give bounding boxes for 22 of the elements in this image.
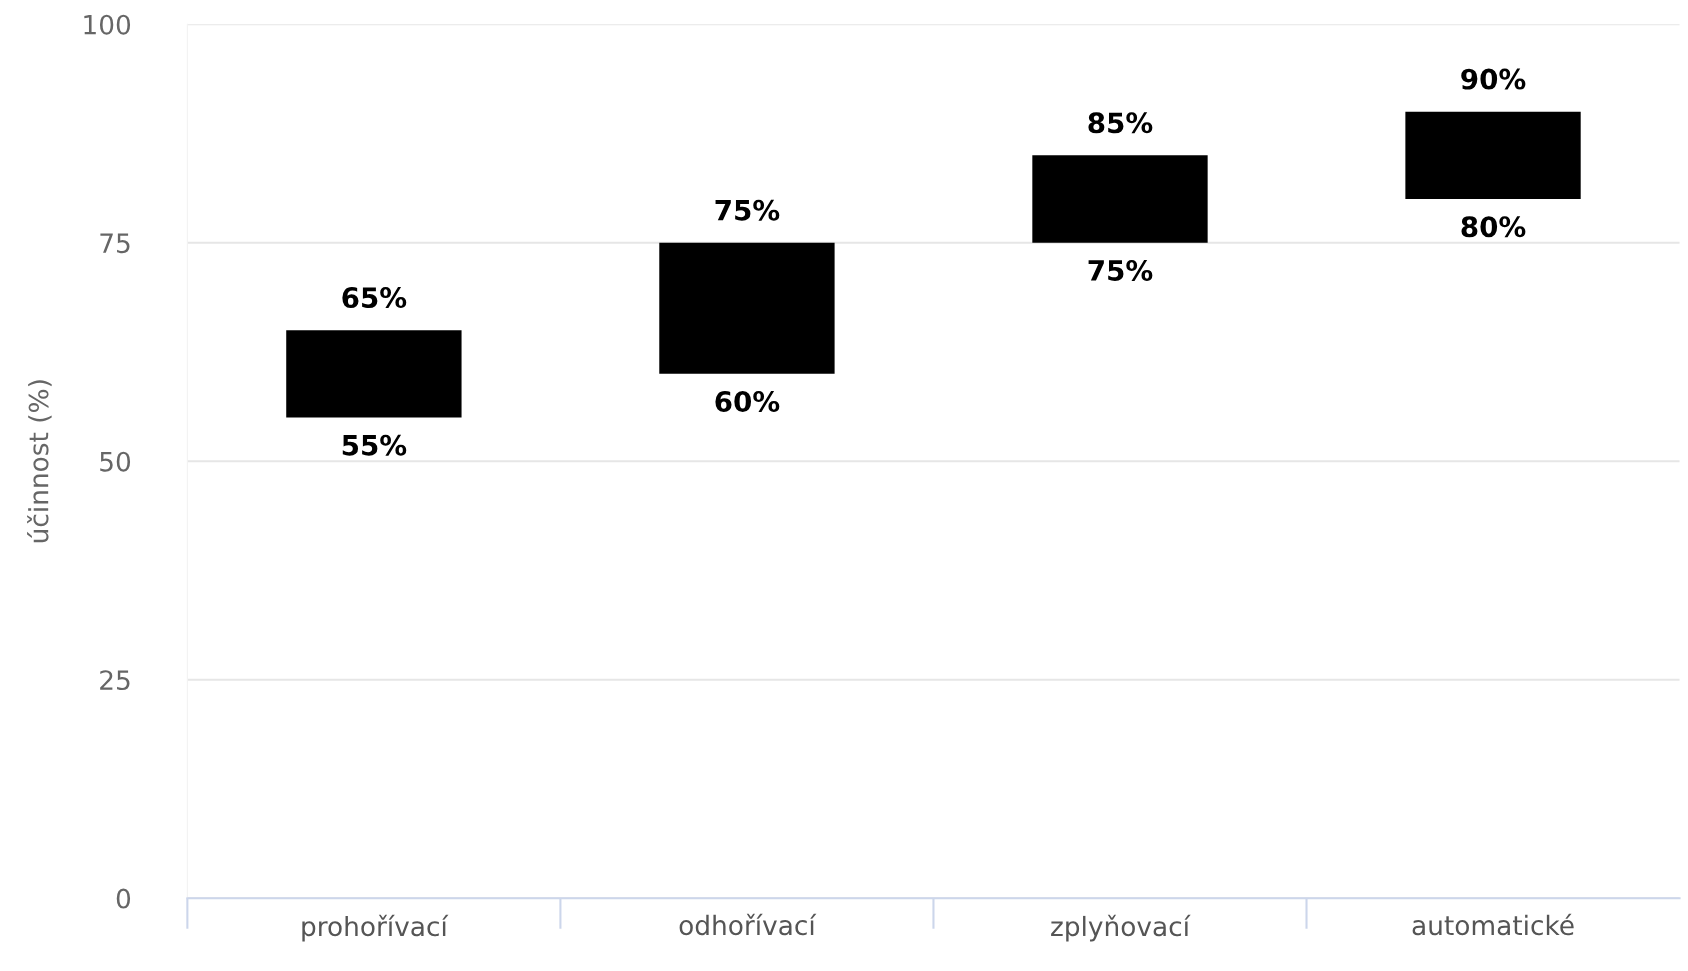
bar — [1032, 155, 1208, 243]
x-tick-label: prohořívací — [302, 914, 449, 942]
y-tick-label: 50 — [100, 451, 131, 472]
annotation: 55% — [342, 434, 407, 456]
x-tick-label: zplyňovací — [1051, 914, 1191, 942]
annotation: 85% — [1088, 112, 1153, 134]
bar — [1405, 111, 1581, 200]
y-tick-label: 75 — [100, 233, 130, 254]
y-tick-label: 25 — [100, 670, 130, 691]
annotation: 75% — [715, 199, 780, 221]
bar — [659, 242, 835, 374]
annotation: 75% — [1088, 259, 1153, 281]
y-tick-label: 100 — [84, 14, 131, 35]
annotation: 65% — [342, 287, 407, 309]
annotation: 80% — [1461, 216, 1526, 238]
y-tick-label: 0 — [116, 888, 131, 909]
bar — [286, 330, 462, 418]
y-axis-title: účinnost (%) — [27, 380, 52, 543]
x-tick-label: automatické — [1412, 913, 1574, 936]
annotation: 60% — [715, 390, 780, 412]
x-tick-label: odhořívací — [679, 913, 817, 936]
annotation: 90% — [1461, 68, 1526, 90]
